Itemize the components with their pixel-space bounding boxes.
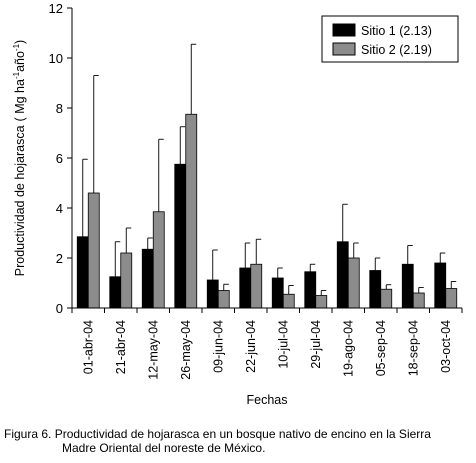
x-tick-label-21-abr-04: 21-abr-04 bbox=[114, 320, 128, 374]
legend: Sitio 1 (2.13) Sitio 2 (2.19) bbox=[321, 15, 459, 63]
bar-sitio-1-18-sep-04 bbox=[401, 263, 414, 309]
bar-sitio-1-26-may-04 bbox=[174, 163, 187, 309]
caption-line-2: Madre Oriental del noreste de México. bbox=[62, 441, 266, 455]
bar-sitio-2-05-sep-04 bbox=[380, 288, 393, 309]
bar-sitio-2-29-jul-04 bbox=[315, 295, 328, 309]
bar-chart: 0 2 4 6 8 10 12 01-abr-04 21-abr-04 12-may-04 26-… bbox=[12, 1, 463, 407]
y-tick-label: 4 bbox=[56, 201, 63, 216]
bar-sitio-1-12-may-04 bbox=[141, 248, 154, 309]
y-tick-label: 6 bbox=[56, 151, 63, 166]
x-tick-label-12-may-04: 12-may-04 bbox=[146, 320, 160, 380]
caption-line-1: Figura 6. Productividad de hojarasca en … bbox=[4, 427, 431, 441]
x-tick-label-22-jun-04: 22-jun-04 bbox=[244, 320, 258, 373]
y-tick-label: 2 bbox=[56, 251, 63, 266]
bar-sitio-2-18-sep-04 bbox=[412, 292, 425, 309]
figure-caption: Figura 6. Productividad de hojarasca en … bbox=[4, 427, 472, 455]
bar-sitio-2-09-jun-04 bbox=[217, 290, 230, 309]
y-tick-label: 8 bbox=[56, 101, 63, 116]
bar-sitio-1-19-ago-04 bbox=[336, 241, 349, 309]
bar-sitio-1-01-abr-04 bbox=[76, 236, 89, 309]
y-axis-label-units-suffix: ) bbox=[13, 40, 27, 44]
bar-sitio-1-03-oct-04 bbox=[434, 262, 447, 309]
x-tick-label-09-jun-04: 09-jun-04 bbox=[211, 320, 225, 373]
bar-sitio-2-01-abr-04 bbox=[87, 192, 100, 309]
bar-sitio-2-26-may-04 bbox=[185, 113, 198, 309]
bar-sitio-2-10-jul-04 bbox=[282, 293, 295, 309]
x-tick-label-10-jul-04: 10-jul-04 bbox=[276, 320, 290, 369]
x-tick-label-29-jul-04: 29-jul-04 bbox=[309, 320, 323, 369]
legend-label-sitio-2: Sitio 2 (2.19) bbox=[361, 43, 432, 57]
y-tick-label: 10 bbox=[49, 51, 63, 66]
bar-sitio-2-03-oct-04 bbox=[445, 288, 458, 309]
y-axis-label: Productividad de hojarasca( Mg ha-1año-1… bbox=[12, 40, 27, 276]
y-axis-label-units: ( Mg ha bbox=[13, 79, 27, 121]
bar-sitio-2-22-jun-04 bbox=[250, 263, 263, 309]
x-axis-ticks: 01-abr-04 21-abr-04 12-may-04 26-may-04 09-j… bbox=[71, 308, 463, 380]
x-tick-label-03-oct-04: 03-oct-04 bbox=[439, 320, 453, 373]
y-axis-label-units-mid: año bbox=[13, 51, 27, 72]
x-tick-label-01-abr-04: 01-abr-04 bbox=[81, 320, 95, 374]
bar-sitio-1-09-jun-04 bbox=[206, 279, 219, 309]
x-tick-label-19-ago-04: 19-ago-04 bbox=[341, 320, 355, 377]
bar-sitio-2-19-ago-04 bbox=[347, 257, 360, 309]
bar-sitio-2-21-abr-04 bbox=[120, 252, 133, 309]
bar-sitio-1-22-jun-04 bbox=[239, 267, 252, 309]
x-axis-label: Fechas bbox=[247, 393, 288, 407]
x-tick-label-18-sep-04: 18-sep-04 bbox=[406, 320, 420, 376]
y-axis-ticks: 0 2 4 6 8 10 12 bbox=[49, 1, 72, 316]
y-axis-label-exp1: -1 bbox=[12, 71, 21, 79]
bar-sitio-1-21-abr-04 bbox=[109, 276, 122, 309]
bar-sitio-2-12-may-04 bbox=[152, 211, 165, 309]
plot-area bbox=[76, 43, 458, 309]
bar-sitio-1-29-jul-04 bbox=[304, 271, 317, 309]
legend-swatch-sitio-1 bbox=[332, 23, 356, 37]
y-tick-label: 12 bbox=[49, 1, 63, 16]
y-axis-label-main: Productividad de hojarasca bbox=[13, 125, 27, 276]
legend-label-sitio-1: Sitio 1 (2.13) bbox=[361, 24, 432, 38]
legend-swatch-sitio-2 bbox=[332, 42, 356, 56]
bar-sitio-1-10-jul-04 bbox=[271, 277, 284, 309]
bar-sitio-1-05-sep-04 bbox=[369, 270, 382, 309]
x-tick-label-26-may-04: 26-may-04 bbox=[179, 320, 193, 380]
y-axis-label-exp2: -1 bbox=[12, 43, 21, 51]
y-tick-label: 0 bbox=[56, 301, 63, 316]
x-tick-label-05-sep-04: 05-sep-04 bbox=[374, 320, 388, 376]
